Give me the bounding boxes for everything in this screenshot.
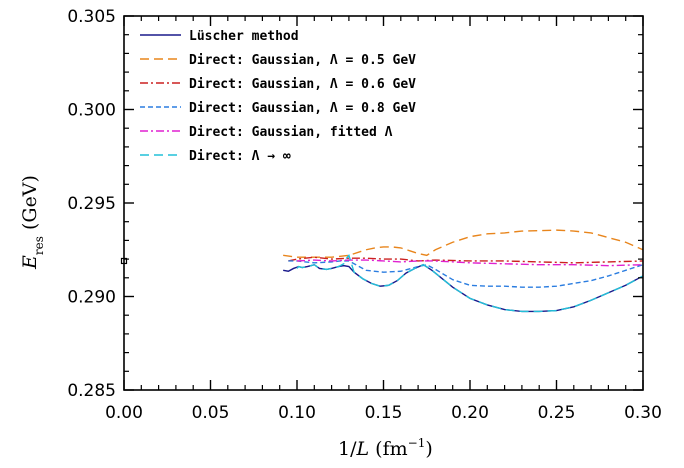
series-line-3 [288,260,644,288]
y-tick-label: 0.300 [67,101,116,121]
x-axis-title: 1/L (fm−1) [338,436,433,460]
series-line-0 [283,263,644,313]
legend-label-5: Direct: Λ → ∞ [189,149,291,164]
series-line-5 [296,253,644,313]
series-line-1 [283,229,644,258]
series-layer [120,229,644,313]
svg-text:1/L (fm−1): 1/L (fm−1) [338,436,433,460]
x-tick-label: 0.25 [538,403,576,423]
legend-label-0: Lüscher method [189,29,299,44]
ticks-layer: 0.00 0.05 0.10 0.15 0.20 0.25 0.30 0.285 0.290 0.… [67,7,662,423]
legend-label-4: Direct: Gaussian, fitted Λ [189,125,393,140]
x-tick-label: 0.20 [451,403,489,423]
x-tick-label: 0.15 [365,403,403,423]
y-tick-label: 0.290 [67,288,116,308]
legend-label-1: Direct: Gaussian, Λ = 0.5 GeV [189,53,416,68]
y-tick-label: 0.295 [67,194,116,214]
x-tick-label: 0.05 [192,403,230,423]
legend-label-2: Direct: Gaussian, Λ = 0.6 GeV [189,77,416,92]
legend: Lüscher method Direct: Gaussian, Λ = 0.5 … [140,29,416,164]
series-line-2 [288,256,644,264]
legend-label-3: Direct: Gaussian, Λ = 0.8 GeV [189,101,416,116]
plot-frame [123,15,644,391]
x-tick-label: 0.30 [624,403,662,423]
x-tick-label: 0.10 [278,403,316,423]
y-axis-title: Eres (GeV) [19,175,46,270]
x-tick-label: 0.00 [105,403,143,423]
svg-text:Eres (GeV): Eres (GeV) [19,175,46,270]
y-tick-label: 0.305 [67,7,116,27]
y-tick-label: 0.285 [67,381,116,401]
